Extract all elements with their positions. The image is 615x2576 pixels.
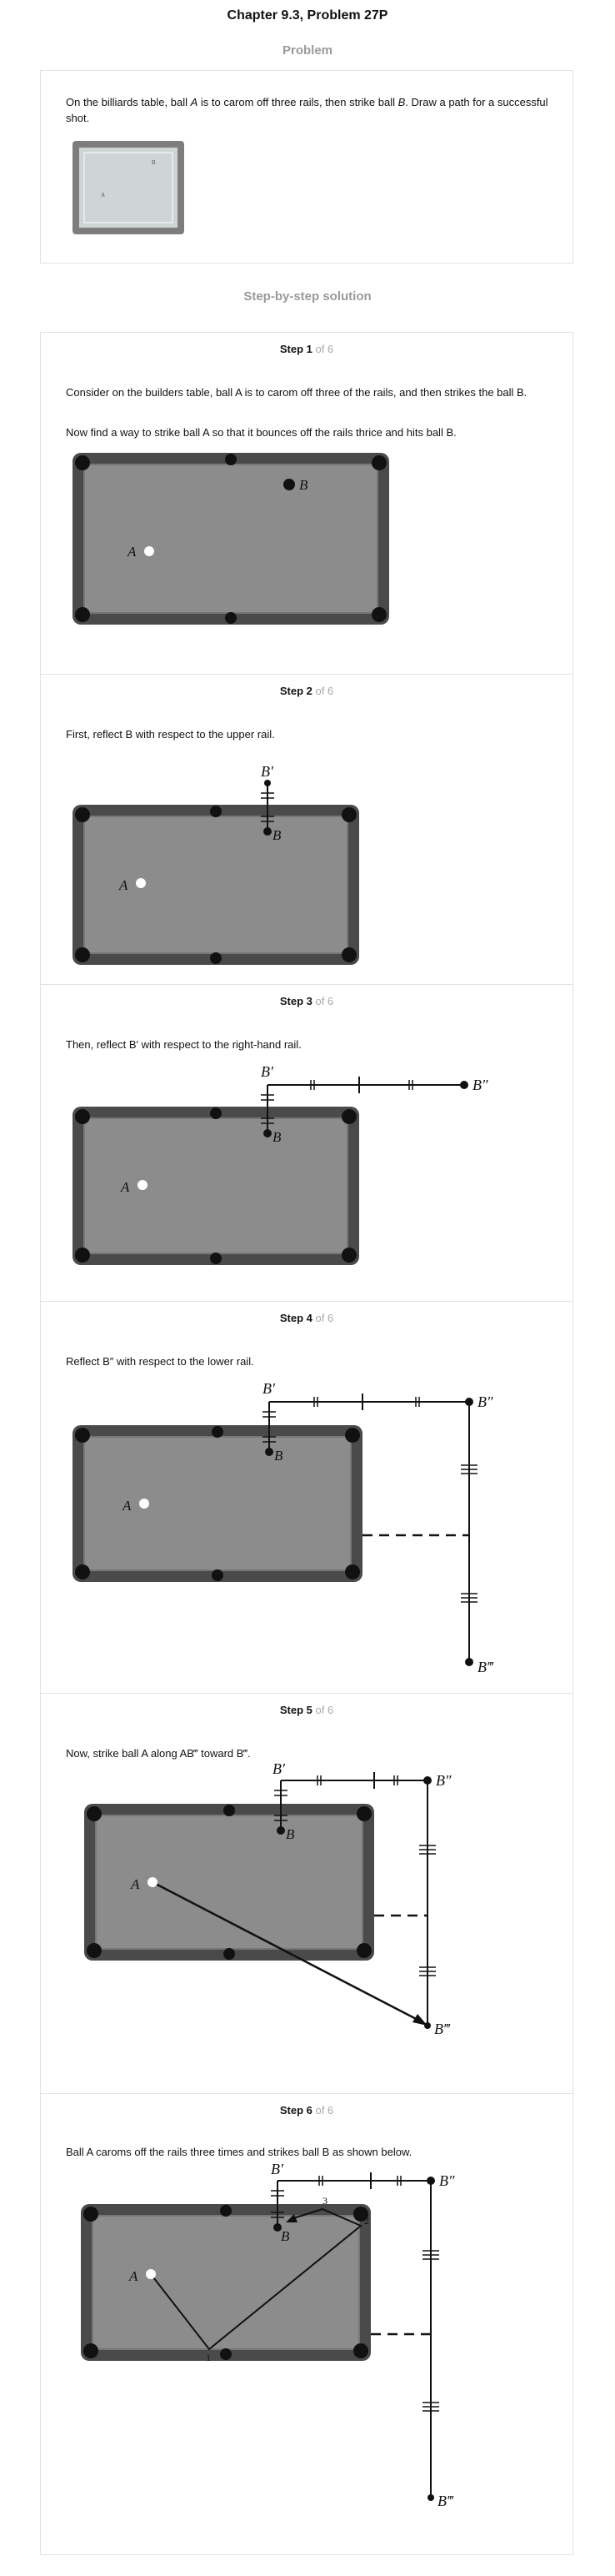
thumb-label-a: A xyxy=(101,192,105,198)
step-2-figure: B′ B A xyxy=(72,763,359,965)
label-b: B xyxy=(272,827,282,843)
problem-text: On the billiards table, ball A is to car… xyxy=(66,96,548,124)
step-3-figure: B′ B″ B A xyxy=(72,1063,488,1265)
label-a: A xyxy=(127,544,137,560)
step-6-label: Step 6 of 6 xyxy=(279,2104,334,2117)
step-4: Step 4 of 6 Reflect B″ with respect to t… xyxy=(40,1301,573,1693)
step-1-figure: B A xyxy=(72,453,389,625)
page-title: Chapter 9.3, Problem 27P xyxy=(227,8,388,23)
step-2-text: First, reflect B with respect to the upp… xyxy=(66,728,275,741)
label-b-prime: B′ xyxy=(272,1760,286,1777)
label-b-prime: B′ xyxy=(261,763,274,780)
label-b-prime: B′ xyxy=(261,1063,274,1080)
label-b-triple: B‴ xyxy=(438,2493,454,2509)
problem-thumbnail[interactable]: B A xyxy=(72,141,184,234)
label-b-triple: B‴ xyxy=(478,1659,494,1675)
step-6-figure: 1 2 3 B′ B″ B‴ B A xyxy=(81,2161,455,2509)
label-b-triple: B‴ xyxy=(434,2021,451,2037)
label-b: B xyxy=(286,1826,295,1842)
label-a: A xyxy=(120,1179,130,1195)
step-4-figure: B′ B″ B‴ B A xyxy=(72,1380,494,1675)
label-a: A xyxy=(128,2268,138,2284)
label-b: B xyxy=(274,1448,283,1464)
label-b: B xyxy=(281,2228,290,2244)
step-5-figure: B′ B″ B‴ B A xyxy=(84,1760,452,2037)
step-6: Step 6 of 6 Ball A caroms off the rails … xyxy=(40,2093,573,2555)
step-6-text: Ball A caroms off the rails three times … xyxy=(66,2146,412,2158)
step-4-text: Reflect B″ with respect to the lower rai… xyxy=(66,1355,254,1368)
step-4-label: Step 4 of 6 xyxy=(279,1312,334,1324)
step-5-label: Step 5 of 6 xyxy=(279,1704,334,1716)
step-3: Step 3 of 6 Then, reflect B′ with respec… xyxy=(40,984,573,1301)
step-1-text-2: Now find a way to strike ball A so that … xyxy=(66,426,457,439)
bounce-3-label: 3 xyxy=(322,2195,328,2207)
step-3-text: Then, reflect B′ with respect to the rig… xyxy=(66,1038,302,1051)
label-b: B xyxy=(299,477,308,493)
step-1: Step 1 of 6 Consider on the builders tab… xyxy=(40,332,573,674)
bounce-1-label: 1 xyxy=(206,2352,211,2363)
label-b-double: B″ xyxy=(439,2172,455,2189)
step-2-label: Step 2 of 6 xyxy=(279,685,334,697)
step-5: Step 5 of 6 Now, strike ball A along AB‴… xyxy=(40,1693,573,2093)
label-a: A xyxy=(122,1498,132,1514)
problem-heading: Problem xyxy=(282,43,332,58)
step-5-text: Now, strike ball A along AB‴ toward B‴. xyxy=(66,1747,251,1760)
label-a: A xyxy=(118,877,128,893)
solution-heading: Step-by-step solution xyxy=(243,289,372,304)
label-b-double: B″ xyxy=(478,1393,493,1410)
label-b-prime: B′ xyxy=(262,1380,276,1397)
step-2: Step 2 of 6 First, reflect B with respec… xyxy=(40,674,573,984)
label-b-prime: B′ xyxy=(271,2161,284,2177)
step-1-label: Step 1 of 6 xyxy=(279,343,334,355)
thumb-label-b: B xyxy=(152,159,156,166)
bounce-2-label: 2 xyxy=(364,2215,369,2227)
label-b-double: B″ xyxy=(472,1077,488,1093)
problem-card: On the billiards table, ball A is to car… xyxy=(40,70,573,264)
step-3-label: Step 3 of 6 xyxy=(279,995,334,1007)
label-a: A xyxy=(130,1876,140,1892)
label-b: B xyxy=(272,1129,282,1145)
label-b-double: B″ xyxy=(436,1772,452,1789)
step-1-text: Consider on the builders table, ball A i… xyxy=(66,386,528,399)
